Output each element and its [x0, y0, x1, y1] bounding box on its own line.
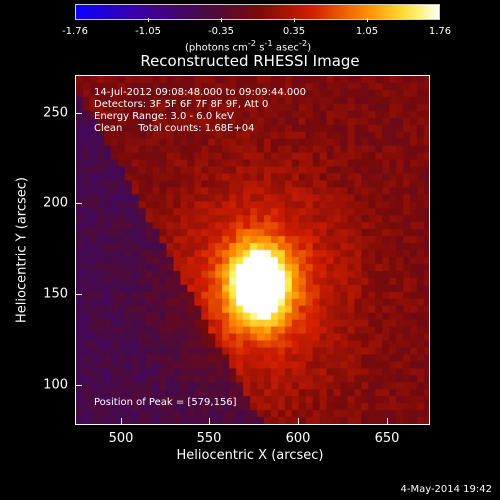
x-tickmark — [121, 418, 122, 424]
x-axis-label: Heliocentric X (arcsec) — [176, 448, 324, 463]
info-method-counts: Clean Total counts: 1.68E+04 — [94, 123, 255, 134]
rhessi-image-canvas — [76, 76, 429, 424]
x-tick-label: 500 — [108, 431, 134, 446]
x-tick-label: 600 — [285, 431, 311, 446]
colorbar-tickmark — [294, 18, 295, 22]
colorbar-units-label: (photons cm-2 s-1 asec-2) — [185, 38, 312, 54]
colorbar-tick-label: -0.35 — [208, 26, 234, 37]
colorbar — [75, 4, 440, 20]
colorbar-tick-label: 0.35 — [282, 26, 306, 37]
colorbar-tick-label: 1.05 — [355, 26, 379, 37]
y-axis-label: Heliocentric Y (arcsec) — [14, 177, 30, 323]
x-tickmark — [209, 418, 210, 424]
y-tick-label: 250 — [43, 105, 68, 121]
x-tickmark — [298, 418, 299, 424]
info-time-range: 14-Jul-2012 09:08:48.000 to 09:09:44.000 — [94, 87, 306, 98]
colorbar-tickmark — [367, 18, 368, 22]
colorbar-tick-label: -1.05 — [135, 26, 161, 37]
y-tick-label: 200 — [43, 195, 68, 211]
info-detectors: Detectors: 3F 5F 6F 7F 8F 9F, Att 0 — [94, 99, 269, 110]
plot-title: Reconstructed RHESSI Image — [140, 52, 360, 70]
x-tick-label: 650 — [374, 431, 400, 446]
x-tick-label: 550 — [196, 431, 222, 446]
image-plot-area — [75, 75, 430, 425]
colorbar-tickmark — [221, 18, 222, 22]
info-energy-range: Energy Range: 3.0 - 6.0 keV — [94, 111, 234, 122]
y-tickmark — [76, 203, 82, 204]
y-tickmark — [76, 385, 82, 386]
y-tickmark — [76, 113, 82, 114]
x-tickmark — [387, 418, 388, 424]
colorbar-tick-label: -1.76 — [62, 26, 88, 37]
y-tickmark — [76, 294, 82, 295]
generated-timestamp: 4-May-2014 19:42 — [400, 484, 492, 495]
colorbar-tick-label: 1.76 — [428, 26, 452, 37]
peak-position-label: Position of Peak = [579,156] — [94, 397, 237, 408]
y-tick-label: 150 — [43, 286, 68, 302]
y-tick-label: 100 — [43, 377, 68, 393]
colorbar-tickmark — [148, 18, 149, 22]
